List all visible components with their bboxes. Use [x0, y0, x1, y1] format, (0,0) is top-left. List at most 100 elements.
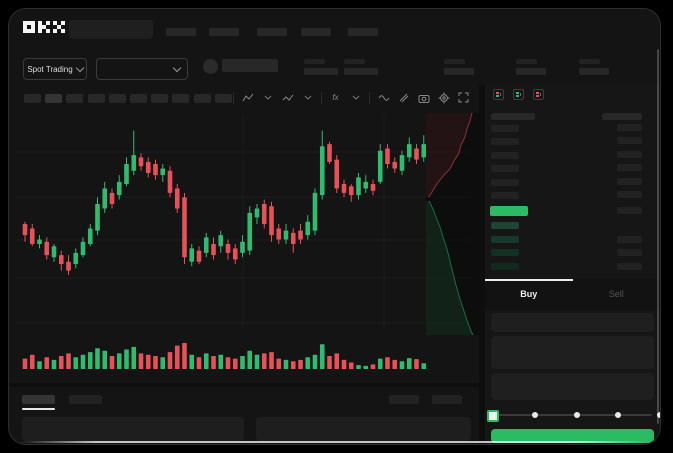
panel-action-placeholder[interactable] — [389, 395, 419, 404]
active-tab-indicator — [22, 408, 55, 410]
amount-input[interactable] — [491, 336, 654, 369]
total-input[interactable] — [491, 373, 654, 400]
nav-item-placeholder[interactable] — [301, 28, 331, 36]
interval-button[interactable] — [45, 94, 62, 103]
chart-toolbar: fx — [9, 87, 479, 111]
slider-stop-dot[interactable] — [657, 412, 660, 418]
price-input[interactable] — [491, 313, 654, 332]
interval-button[interactable] — [215, 94, 232, 103]
ask-size-placeholder[interactable] — [617, 137, 642, 145]
bid-price-placeholder[interactable] — [491, 222, 519, 229]
ask-price-placeholder[interactable] — [491, 125, 519, 132]
okx-logo-letter — [23, 21, 35, 33]
tab-sell[interactable]: Sell — [608, 289, 624, 299]
ask-size-placeholder[interactable] — [617, 150, 642, 158]
chevron-down-icon[interactable] — [301, 91, 314, 104]
interval-button[interactable] — [24, 94, 41, 103]
depth-profile-chart — [426, 113, 479, 335]
panel-action-placeholder[interactable] — [432, 395, 462, 404]
global-search-input[interactable] — [69, 20, 153, 39]
ask-price-placeholder[interactable] — [491, 178, 519, 186]
nav-item-placeholder[interactable] — [166, 28, 196, 36]
stat-value-placeholder — [344, 68, 378, 75]
bid-price-placeholder[interactable] — [491, 235, 519, 243]
interval-button[interactable] — [130, 94, 147, 103]
slider-handle[interactable] — [487, 410, 499, 422]
tab-buy[interactable]: Buy — [520, 289, 538, 299]
interval-button[interactable] — [66, 94, 83, 103]
line-style-icon[interactable] — [241, 91, 254, 104]
bid-size-placeholder[interactable] — [617, 235, 642, 243]
orders-list-area[interactable] — [22, 417, 244, 441]
chart-tool-icons: fx — [233, 91, 470, 104]
tab-open-orders[interactable] — [22, 395, 55, 404]
tab-order-history[interactable] — [69, 395, 102, 404]
orderbook-header-placeholder — [491, 113, 535, 120]
ask-size-placeholder[interactable] — [617, 177, 642, 185]
orderbook-header-placeholder — [602, 113, 642, 120]
okx-logo-letter — [53, 21, 65, 33]
bid-price-placeholder[interactable] — [491, 262, 519, 270]
candle-style-icon[interactable] — [281, 91, 294, 104]
device-bezel-highlight — [657, 49, 659, 424]
chevron-down-icon — [75, 63, 84, 72]
stat-value-placeholder — [579, 68, 609, 75]
stat-value-placeholder — [516, 68, 546, 75]
interval-button[interactable] — [194, 94, 211, 103]
interval-button[interactable] — [172, 94, 189, 103]
nav-item-placeholder[interactable] — [209, 28, 239, 36]
orders-list-area[interactable] — [256, 417, 471, 441]
settings-icon[interactable] — [437, 91, 450, 104]
chevron-down-icon[interactable] — [261, 91, 274, 104]
book-split-icon[interactable] — [493, 89, 504, 100]
ask-size-placeholder[interactable] — [617, 191, 642, 198]
bid-size-placeholder[interactable] — [617, 249, 642, 256]
nav-item-placeholder[interactable] — [348, 28, 378, 36]
amount-slider[interactable] — [485, 409, 660, 422]
ask-price-placeholder[interactable] — [491, 151, 519, 159]
fullscreen-icon[interactable] — [457, 91, 470, 104]
drawing-tools-icon[interactable] — [397, 91, 410, 104]
indicators-icon[interactable]: fx — [332, 93, 339, 102]
bid-price-placeholder[interactable] — [491, 249, 519, 256]
okx-logo-letter — [38, 21, 50, 33]
slider-stop-dot[interactable] — [531, 412, 538, 418]
divider — [369, 91, 370, 104]
trade-tabs: Buy Sell — [485, 279, 660, 309]
chevron-down-icon — [172, 63, 182, 72]
candlestick-chart[interactable] — [9, 111, 479, 333]
orderbook-cell-placeholder — [617, 207, 642, 214]
ask-size-placeholder[interactable] — [617, 164, 642, 172]
okx-app-window: Spot Trading — [8, 8, 661, 445]
overlay-wave-icon[interactable] — [377, 91, 390, 104]
market-type-select[interactable]: Spot Trading — [23, 58, 87, 80]
okx-logo[interactable] — [23, 21, 65, 33]
slider-track[interactable] — [493, 414, 652, 416]
submit-buy-button[interactable] — [491, 429, 654, 443]
pair-coin-icon — [203, 59, 218, 74]
ask-price-placeholder[interactable] — [491, 192, 519, 199]
ask-size-placeholder[interactable] — [617, 124, 642, 131]
volume-bars — [22, 343, 427, 369]
chevron-down-icon[interactable] — [349, 91, 362, 104]
slider-stop-dot[interactable] — [615, 412, 622, 418]
interval-button[interactable] — [151, 94, 168, 103]
active-tab-indicator — [485, 279, 573, 281]
nav-item-placeholder[interactable] — [257, 28, 287, 36]
last-price-badge[interactable] — [490, 206, 528, 216]
stat-label-placeholder — [304, 59, 325, 64]
snapshot-icon[interactable] — [417, 91, 430, 104]
book-bids-icon[interactable] — [513, 89, 524, 100]
interval-button[interactable] — [109, 94, 126, 103]
pair-name-placeholder — [222, 59, 278, 72]
ask-price-placeholder[interactable] — [491, 165, 519, 173]
slider-stop-dot[interactable] — [573, 412, 580, 418]
bid-size-placeholder[interactable] — [617, 262, 642, 270]
pair-select[interactable] — [96, 58, 188, 80]
ask-price-placeholder[interactable] — [491, 138, 519, 146]
book-asks-icon[interactable] — [533, 89, 544, 100]
stat-value-placeholder — [444, 68, 474, 75]
interval-button[interactable] — [88, 94, 105, 103]
top-nav — [9, 9, 660, 47]
